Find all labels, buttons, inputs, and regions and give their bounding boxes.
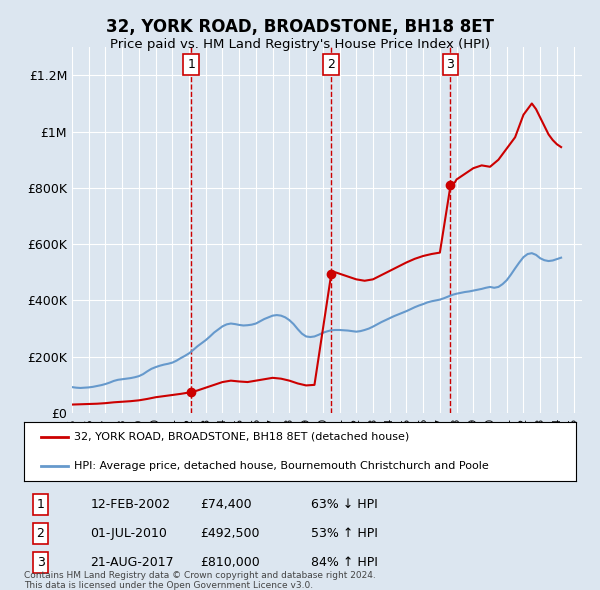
Text: 2: 2 [327, 58, 335, 71]
Text: 12-FEB-2002: 12-FEB-2002 [90, 498, 170, 511]
Text: 21-AUG-2017: 21-AUG-2017 [90, 556, 174, 569]
Text: 53% ↑ HPI: 53% ↑ HPI [311, 527, 378, 540]
Text: 2: 2 [37, 527, 44, 540]
Text: 84% ↑ HPI: 84% ↑ HPI [311, 556, 378, 569]
Text: £492,500: £492,500 [200, 527, 260, 540]
Text: 3: 3 [446, 58, 454, 71]
Text: £74,400: £74,400 [200, 498, 252, 511]
Text: 1: 1 [37, 498, 44, 511]
Text: 3: 3 [37, 556, 44, 569]
Text: 32, YORK ROAD, BROADSTONE, BH18 8ET: 32, YORK ROAD, BROADSTONE, BH18 8ET [106, 18, 494, 36]
Text: 01-JUL-2010: 01-JUL-2010 [90, 527, 167, 540]
Text: Contains HM Land Registry data © Crown copyright and database right 2024.
This d: Contains HM Land Registry data © Crown c… [24, 571, 376, 590]
Text: HPI: Average price, detached house, Bournemouth Christchurch and Poole: HPI: Average price, detached house, Bour… [74, 461, 488, 471]
Text: 32, YORK ROAD, BROADSTONE, BH18 8ET (detached house): 32, YORK ROAD, BROADSTONE, BH18 8ET (det… [74, 432, 409, 441]
Text: 1: 1 [187, 58, 195, 71]
Text: Price paid vs. HM Land Registry's House Price Index (HPI): Price paid vs. HM Land Registry's House … [110, 38, 490, 51]
Text: £810,000: £810,000 [200, 556, 260, 569]
Text: 63% ↓ HPI: 63% ↓ HPI [311, 498, 378, 511]
